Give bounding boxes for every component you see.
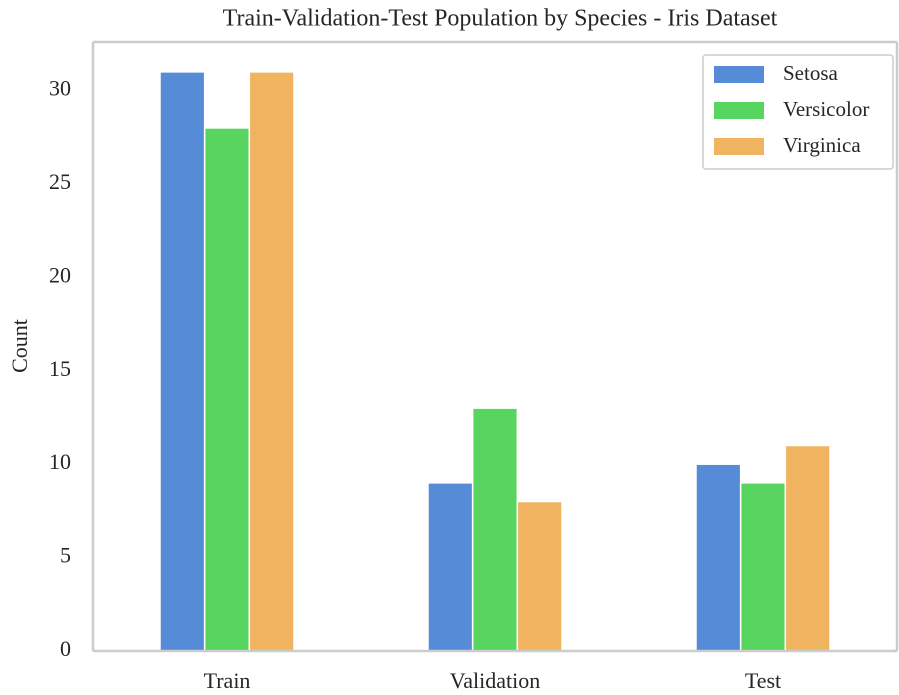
y-tick-label: 25	[49, 169, 71, 194]
bar	[695, 463, 742, 652]
x-tick-label: Train	[204, 668, 251, 693]
y-tick-label: 10	[49, 449, 71, 474]
legend-swatch	[714, 138, 764, 155]
legend-label: Virginica	[783, 133, 861, 157]
bar	[427, 482, 474, 652]
y-tick-label: 30	[49, 76, 71, 101]
y-tick-label: 5	[60, 543, 71, 568]
legend-label: Versicolor	[783, 97, 869, 121]
bar	[248, 71, 295, 652]
y-axis-label: Count	[7, 319, 32, 373]
y-tick-label: 15	[49, 356, 71, 381]
bar	[784, 444, 831, 652]
bar	[159, 71, 206, 652]
x-tick-label: Test	[745, 668, 781, 693]
chart-title: Train-Validation-Test Population by Spec…	[223, 6, 778, 32]
bar	[739, 482, 787, 652]
y-tick-label: 0	[60, 636, 71, 661]
legend-label: Setosa	[783, 61, 839, 85]
bar	[203, 127, 251, 652]
x-tick-label: Validation	[450, 668, 540, 693]
legend-swatch	[714, 102, 764, 119]
legend-swatch	[714, 66, 764, 83]
y-tick-label: 20	[49, 262, 71, 287]
bar	[516, 500, 563, 652]
bar	[471, 407, 519, 652]
